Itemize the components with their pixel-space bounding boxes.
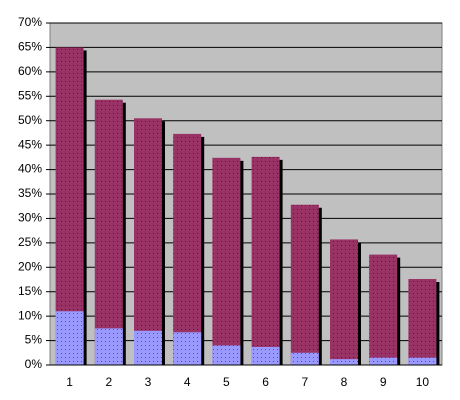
bar-texture [212,345,241,365]
bar-texture [290,352,319,365]
y-tick-label: 50% [18,113,42,127]
x-tick-label: 7 [301,375,308,389]
bar-texture [173,332,202,365]
bar-texture [408,279,437,365]
bar-texture [173,133,202,365]
bar-texture [212,157,241,365]
y-tick-label: 30% [18,211,42,225]
y-tick-label: 5% [25,333,43,347]
bar-texture [55,311,84,365]
bar-texture [369,254,398,365]
y-tick-label: 70% [18,15,42,29]
y-tick-label: 45% [18,137,42,151]
y-tick-label: 65% [18,40,42,54]
y-tick-label: 10% [18,308,42,322]
bar-texture [369,357,398,365]
x-tick-label: 8 [341,375,348,389]
y-tick-label: 55% [18,88,42,102]
y-tick-label: 20% [18,259,42,273]
x-tick-label: 4 [184,375,191,389]
y-tick-label: 0% [25,357,43,371]
bar-texture [330,239,358,365]
bar-texture [94,99,123,365]
x-tick-label: 10 [416,375,430,389]
bar-texture [94,328,123,365]
bar-texture [251,156,280,365]
bar-texture [330,359,358,365]
bar-texture [290,204,319,365]
bar-texture [251,346,280,365]
y-tick-label: 40% [18,162,42,176]
x-tick-label: 5 [223,375,230,389]
y-tick-label: 15% [18,284,42,298]
y-tick-label: 25% [18,235,42,249]
x-tick-label: 6 [262,375,269,389]
bar-texture [408,357,437,365]
y-tick-label: 35% [18,186,42,200]
bar-texture [134,118,162,366]
x-tick-label: 3 [145,375,152,389]
y-tick-label: 60% [18,64,42,78]
x-tick-label: 2 [105,375,112,389]
x-tick-label: 1 [66,375,73,389]
bar-texture [134,330,162,365]
x-tick-label: 9 [380,375,387,389]
